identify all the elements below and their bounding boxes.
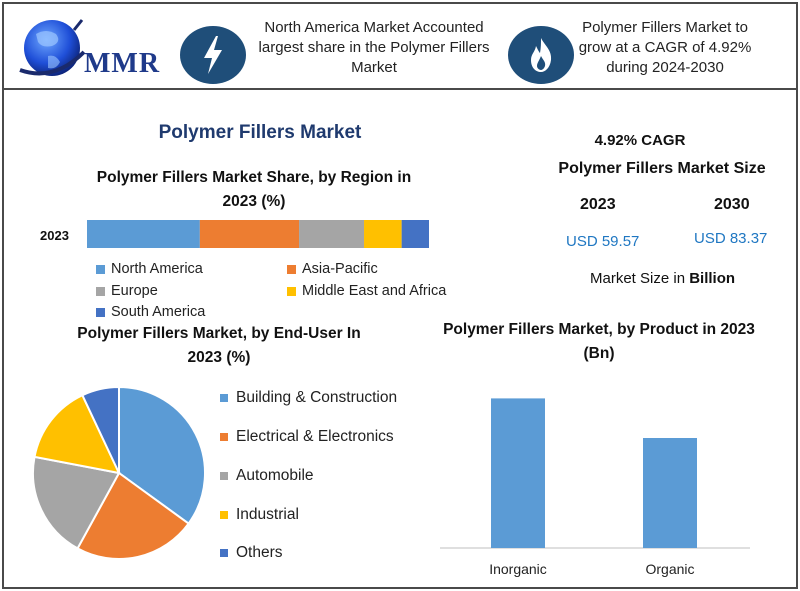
legend-swatch <box>96 307 105 317</box>
value-2023: USD 59.57 <box>566 233 640 250</box>
fact-north-america: North America Market Accounted largest s… <box>258 19 490 76</box>
market-size-title: Polymer Fillers Market Size <box>558 160 766 177</box>
legend-swatch <box>287 264 296 274</box>
unit-prefix: Market Size in <box>590 270 690 287</box>
legend-swatch <box>287 286 296 296</box>
product-tick-label: Organic <box>645 561 694 577</box>
legend-south-america: South America <box>96 304 205 320</box>
region-bar-segment <box>199 220 300 248</box>
legend-swatch <box>220 394 228 402</box>
region-chart-title: Polymer Fillers Market Share, by Region … <box>96 169 412 210</box>
legend-label: Industrial <box>236 506 299 523</box>
legend-label: Asia-Pacific <box>302 261 378 277</box>
pie-legend-others: Others <box>220 544 283 562</box>
header-divider <box>4 88 796 90</box>
product-bar <box>643 438 697 548</box>
logo-text: MMR <box>84 48 161 79</box>
pie-slice <box>33 393 121 475</box>
legend-europe: Europe <box>96 283 158 299</box>
legend-asia-pacific: Asia-Pacific <box>287 261 378 277</box>
product-bar-chart: Inorganic Organic <box>440 398 750 577</box>
cagr-value: 4.92% CAGR <box>594 132 686 149</box>
header-banner: MMR North America Market Accounted large… <box>4 4 796 88</box>
legend-label: Europe <box>111 283 158 299</box>
year-2030: 2030 <box>714 196 750 213</box>
product-tick-label: Inorganic <box>489 561 547 577</box>
legend-swatch <box>220 511 228 519</box>
legend-swatch <box>96 286 105 296</box>
pie-legend-electrical: Electrical & Electronics <box>220 428 394 446</box>
product-bar <box>491 398 545 548</box>
legend-swatch <box>96 264 105 274</box>
enduser-pie-chart <box>32 385 206 560</box>
legend-label: North America <box>111 261 203 277</box>
legend-label: South America <box>111 304 206 320</box>
enduser-chart-title: Polymer Fillers Market, by End-User In 2… <box>77 325 361 366</box>
region-stacked-bar-chart: 2023 <box>40 220 429 248</box>
region-bar-segment <box>364 220 402 248</box>
legend-label: Electrical & Electronics <box>236 428 394 445</box>
year-2023: 2023 <box>580 196 616 213</box>
pie-legend-building: Building & Construction <box>220 389 397 407</box>
legend-label: Others <box>236 544 283 561</box>
legend-swatch <box>220 472 228 480</box>
legend-mea: Middle East and Africa <box>287 283 446 299</box>
product-chart-title: Polymer Fillers Market, by Product in 20… <box>443 321 755 362</box>
region-bar-segment <box>299 220 365 248</box>
unit-bold: Billion <box>689 270 736 287</box>
pie-slice <box>81 385 120 474</box>
globe-icon <box>19 19 86 76</box>
legend-label: Automobile <box>236 467 314 484</box>
legend-swatch <box>220 549 228 557</box>
pie-slice <box>118 385 206 525</box>
flame-icon <box>508 26 574 84</box>
region-bar-segment <box>87 220 200 248</box>
legend-label: Building & Construction <box>236 389 398 406</box>
legend-label: Middle East and Africa <box>302 283 447 299</box>
pie-slice <box>32 455 121 550</box>
mmr-logo: MMR <box>14 12 174 88</box>
legend-north-america: North America <box>96 261 203 277</box>
pie-legend-industrial: Industrial <box>220 506 299 524</box>
page-title: Polymer Fillers Market <box>158 122 362 143</box>
region-category-label: 2023 <box>40 228 69 243</box>
pie-slice <box>76 471 190 560</box>
lightning-icon <box>180 26 246 84</box>
market-size-unit: Market Size in Billion <box>590 270 735 287</box>
value-2030: USD 83.37 <box>694 230 768 247</box>
fact-cagr: Polymer Fillers Market to grow at a CAGR… <box>578 19 752 76</box>
pie-legend-automobile: Automobile <box>220 467 314 485</box>
legend-swatch <box>220 433 228 441</box>
region-bar-segment <box>401 220 429 248</box>
